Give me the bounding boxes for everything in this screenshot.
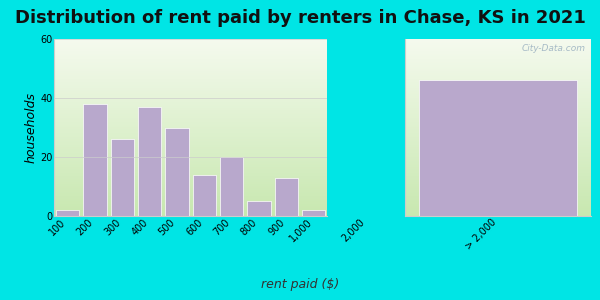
- Bar: [138, 107, 161, 216]
- Bar: [166, 128, 188, 216]
- Bar: [83, 104, 107, 216]
- Bar: [193, 175, 216, 216]
- Y-axis label: households: households: [25, 92, 37, 163]
- Bar: [247, 201, 271, 216]
- Text: rent paid ($): rent paid ($): [261, 278, 339, 291]
- Bar: [220, 157, 244, 216]
- Bar: [111, 139, 134, 216]
- Bar: [56, 210, 79, 216]
- Bar: [302, 210, 325, 216]
- Text: City-Data.com: City-Data.com: [521, 44, 586, 53]
- Bar: [275, 178, 298, 216]
- Bar: [419, 80, 577, 216]
- Text: Distribution of rent paid by renters in Chase, KS in 2021: Distribution of rent paid by renters in …: [14, 9, 586, 27]
